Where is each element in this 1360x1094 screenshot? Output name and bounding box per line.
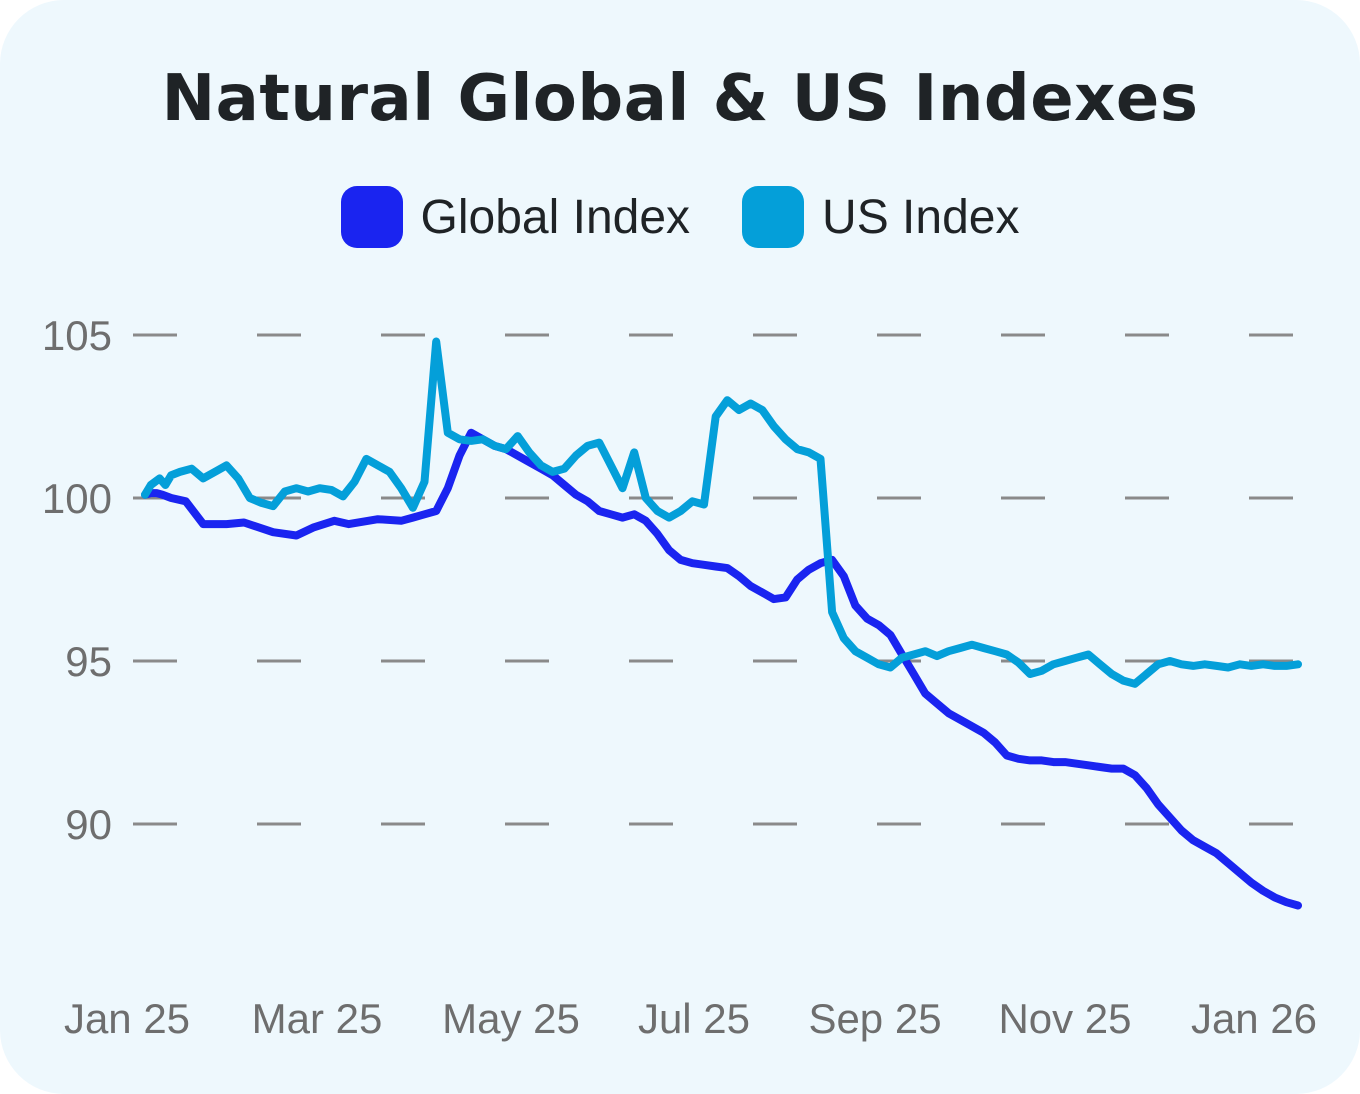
- legend-label-us: US Index: [822, 190, 1020, 244]
- x-tick-label: Jul 25: [638, 995, 750, 1042]
- legend-swatch-us: [742, 186, 805, 248]
- x-tick-label: Jan 26: [1191, 995, 1317, 1042]
- y-axis-labels: 90 95 100 105: [42, 312, 112, 848]
- y-tick-label: 95: [65, 638, 112, 685]
- series-line-global: [141, 428, 1302, 910]
- x-axis-labels: Jan 25 Mar 25 May 25 Jul 25 Sep 25 Nov 25 Jan …: [64, 995, 1317, 1042]
- legend-item-global: Global Index: [340, 186, 691, 248]
- series-line-us: [141, 337, 1302, 688]
- chart-lines: [141, 337, 1302, 910]
- y-tick-label: 90: [65, 801, 112, 848]
- legend-label-global: Global Index: [420, 190, 691, 244]
- y-tick-label: 105: [42, 312, 112, 359]
- x-tick-label: Sep 25: [808, 995, 941, 1042]
- x-tick-label: Jan 25: [64, 995, 190, 1042]
- legend-item-us: US Index: [742, 186, 1019, 248]
- chart-legend: Global Index US Index: [0, 184, 1360, 250]
- x-tick-label: May 25: [442, 995, 580, 1042]
- x-tick-label: Nov 25: [998, 995, 1131, 1042]
- y-tick-label: 100: [42, 475, 112, 522]
- chart-title: Natural Global & US Indexes: [161, 62, 1199, 136]
- legend-swatch-global: [340, 186, 403, 248]
- x-tick-label: Mar 25: [252, 995, 383, 1042]
